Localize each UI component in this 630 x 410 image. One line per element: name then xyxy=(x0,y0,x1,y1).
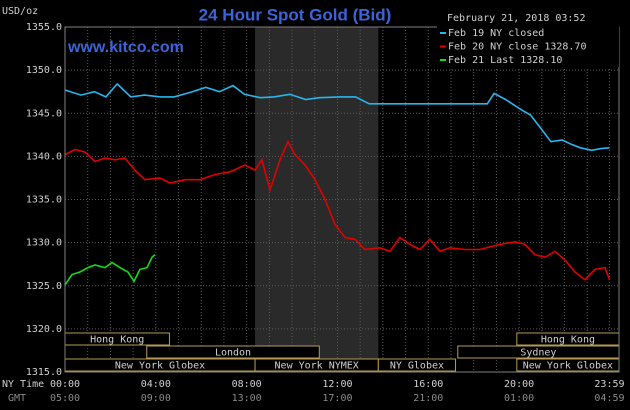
x-tick-label: 20:00 xyxy=(504,379,534,390)
timestamp: February 21, 2018 03:52 xyxy=(447,13,585,24)
x-tick-label: 16:00 xyxy=(413,379,443,390)
series-line xyxy=(64,82,610,152)
x-tick-label-gmt: 05:00 xyxy=(50,393,80,404)
session-box xyxy=(146,345,320,359)
x-tick-label-gmt: 04:59 xyxy=(594,393,624,404)
series-line xyxy=(64,139,611,281)
session-label: Sydney xyxy=(520,348,556,359)
y-tick-label: 1340.0 xyxy=(26,151,62,162)
session-box xyxy=(377,358,457,372)
x-tick-label-gmt: 17:00 xyxy=(322,393,352,404)
plot-border xyxy=(64,26,620,373)
x-tick-label: 23:59 xyxy=(594,379,624,390)
y-tick-label: 1330.0 xyxy=(26,238,62,249)
y-tick-label: 1345.0 xyxy=(26,108,62,119)
session-label: NY Globex xyxy=(390,361,444,372)
series-line xyxy=(64,254,156,286)
session-label: Hong Kong xyxy=(541,335,595,346)
session-label: New York Globex xyxy=(523,361,613,372)
session-label: London xyxy=(215,348,251,359)
legend-label: Feb 20 NY close 1328.70 xyxy=(448,42,586,53)
y-tick-label: 1315.0 xyxy=(26,367,62,378)
legend-box xyxy=(437,9,619,67)
x-tick-label-gmt: 09:00 xyxy=(141,393,171,404)
session-label: Hong Kong xyxy=(90,335,144,346)
y-tick-label: 1350.0 xyxy=(26,65,62,76)
y-tick-label: 1355.0 xyxy=(26,22,62,33)
x-tick-label: 04:00 xyxy=(141,379,171,390)
x-tick-label-gmt: 01:00 xyxy=(504,393,534,404)
x-tick-label: 12:00 xyxy=(322,379,352,390)
x-row-label: GMT xyxy=(8,393,26,404)
x-tick-label: 00:00 xyxy=(50,379,80,390)
x-tick-label: 08:00 xyxy=(232,379,262,390)
x-tick-label-gmt: 21:00 xyxy=(413,393,443,404)
y-tick-label: 1325.0 xyxy=(26,281,62,292)
y-tick-label: 1320.0 xyxy=(26,324,62,335)
y-axis-label: USD/oz xyxy=(2,6,38,17)
x-row-label: NY Time xyxy=(2,379,44,390)
legend-label: Feb 21 Last 1328.10 xyxy=(448,55,562,66)
site-label: www.kitco.com xyxy=(67,39,184,56)
y-tick-label: 1335.0 xyxy=(26,195,62,206)
chart-title: 24 Hour Spot Gold (Bid) xyxy=(199,5,392,24)
x-tick-label-gmt: 13:00 xyxy=(232,393,262,404)
session-label: New York NYMEX xyxy=(275,361,359,372)
legend-label: Feb 19 NY closed xyxy=(448,28,544,39)
session-label: New York Globex xyxy=(115,361,205,372)
